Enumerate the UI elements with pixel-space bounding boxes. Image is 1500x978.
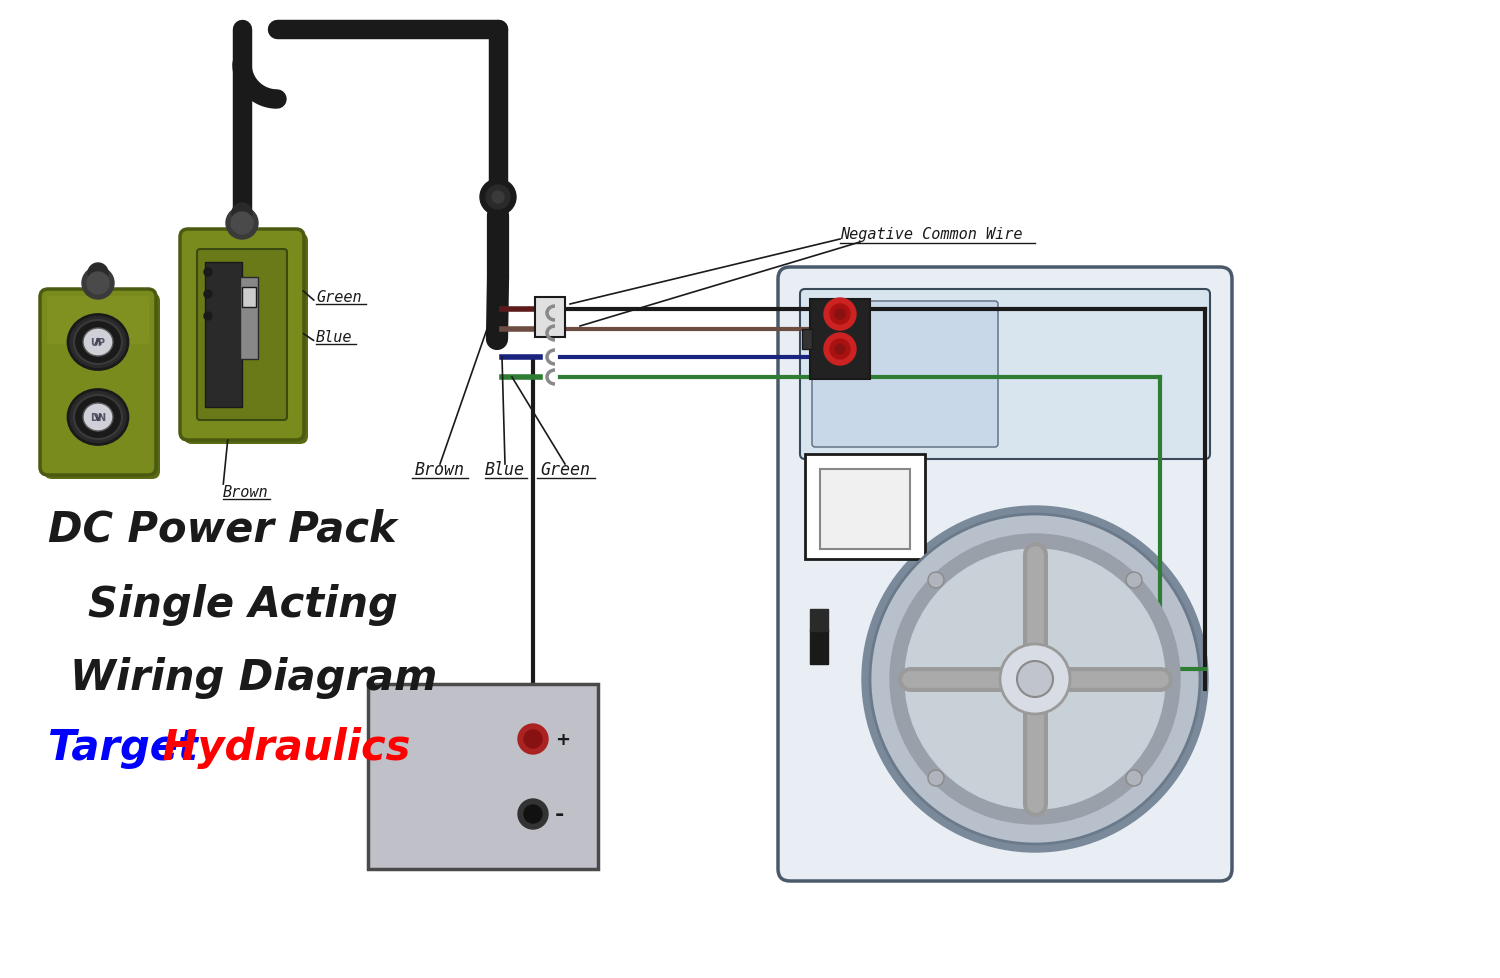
Circle shape [1017,661,1053,697]
Circle shape [82,268,114,299]
Bar [810,630,828,664]
Text: Blue: Blue [484,461,525,478]
Text: Brown: Brown [416,461,465,478]
FancyBboxPatch shape [196,249,286,421]
Bar [810,609,828,632]
FancyBboxPatch shape [184,234,308,445]
Ellipse shape [82,404,112,431]
Circle shape [492,192,504,203]
Circle shape [480,180,516,216]
Circle shape [524,731,542,748]
Circle shape [204,313,212,321]
FancyBboxPatch shape [812,301,998,448]
Ellipse shape [74,395,122,439]
Text: Negative Common Wire: Negative Common Wire [840,227,1023,243]
Circle shape [87,273,109,294]
Circle shape [862,507,1208,852]
Text: Brown: Brown [224,485,268,500]
Bar [821,469,910,550]
Circle shape [870,514,1200,844]
Circle shape [232,203,252,224]
Circle shape [890,534,1180,824]
Circle shape [231,213,254,235]
Text: Single Acting: Single Acting [88,584,398,625]
Text: DC Power Pack: DC Power Pack [48,509,396,551]
Text: Target: Target [48,727,198,768]
Circle shape [836,310,844,320]
Circle shape [88,264,108,284]
Circle shape [524,805,542,823]
FancyBboxPatch shape [46,296,148,344]
Circle shape [830,339,850,360]
FancyBboxPatch shape [44,293,160,479]
Ellipse shape [68,390,128,445]
Circle shape [1126,771,1142,786]
Bar [810,299,870,379]
Bar [242,288,256,308]
Circle shape [904,550,1166,809]
Text: DN: DN [90,413,106,422]
Bar [536,297,566,337]
Ellipse shape [74,321,122,365]
Circle shape [830,305,850,325]
Text: -: - [555,804,564,824]
Text: Wiring Diagram: Wiring Diagram [70,656,438,698]
Bar [368,685,598,869]
Text: Green: Green [316,290,362,305]
Bar [240,278,258,360]
Ellipse shape [68,315,128,370]
Circle shape [1000,645,1070,714]
FancyBboxPatch shape [778,268,1232,881]
Circle shape [204,290,212,298]
FancyBboxPatch shape [800,289,1210,460]
Bar [806,455,926,559]
Circle shape [824,333,856,366]
Circle shape [204,269,212,277]
Circle shape [226,207,258,240]
Text: +: + [555,731,570,748]
Text: Blue: Blue [316,331,352,345]
Circle shape [486,186,510,210]
FancyBboxPatch shape [180,230,304,440]
Circle shape [824,298,856,331]
Circle shape [518,725,548,754]
Circle shape [518,799,548,829]
Text: Green: Green [540,461,590,478]
FancyBboxPatch shape [40,289,156,475]
Circle shape [1126,572,1142,589]
Text: Hydraulics: Hydraulics [148,727,411,768]
Ellipse shape [82,329,112,357]
Circle shape [836,344,844,355]
Circle shape [928,572,944,589]
Bar [802,330,812,350]
Circle shape [928,771,944,786]
Bar [206,263,242,408]
Text: UP: UP [90,337,105,347]
